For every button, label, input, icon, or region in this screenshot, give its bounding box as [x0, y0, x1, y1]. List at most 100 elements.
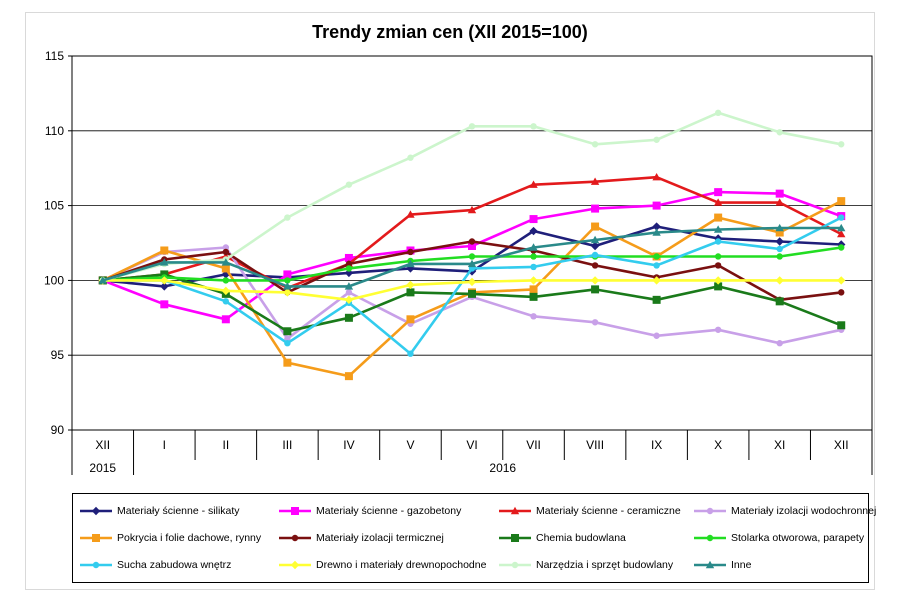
data-point [344, 253, 353, 262]
data-point [714, 282, 723, 291]
x-tick-label: IV [343, 438, 354, 452]
data-point [837, 321, 846, 330]
legend-swatch [279, 560, 311, 570]
legend-swatch [499, 561, 531, 569]
data-point [221, 315, 230, 324]
data-point [529, 285, 538, 294]
data-point [530, 253, 537, 260]
data-point [222, 298, 230, 305]
data-point [345, 289, 353, 296]
data-point [591, 204, 600, 213]
data-point [590, 241, 600, 251]
data-point [713, 225, 723, 233]
data-point [222, 244, 230, 251]
data-point [530, 313, 537, 320]
legend-swatch [80, 534, 112, 542]
legend-label: Materiały izolacji termicznej [316, 532, 444, 544]
legend-swatch [279, 534, 311, 542]
data-point [714, 253, 722, 260]
data-point [345, 265, 353, 272]
data-point [98, 276, 107, 284]
data-point [590, 177, 600, 185]
data-point [653, 262, 660, 269]
data-point [406, 315, 415, 324]
legend-item: Chemia budowlana [498, 531, 626, 545]
data-point [653, 253, 660, 260]
legend-label: Chemia budowlana [536, 532, 626, 544]
data-point [160, 282, 169, 291]
data-point [714, 326, 722, 333]
legend-item: Pokrycia i folie dachowe, rynny [79, 531, 261, 545]
data-point [530, 263, 537, 271]
data-point [590, 276, 600, 285]
data-point [838, 244, 845, 251]
data-point [775, 189, 784, 198]
data-point [652, 276, 661, 285]
legend-label: Drewno i materiały drewnopochodne [316, 559, 487, 571]
data-point [407, 154, 414, 161]
data-point [344, 372, 353, 381]
data-point [775, 276, 784, 285]
data-point [406, 288, 415, 297]
y-tick-label: 115 [45, 49, 64, 63]
data-point [706, 507, 714, 515]
legend-item: Materiały ścienne - gazobetony [278, 504, 461, 518]
data-point [283, 358, 292, 367]
legend-label: Inne [731, 559, 752, 571]
data-point [291, 507, 299, 515]
chart-title: Trendy zmian cen (XII 2015=100) [312, 22, 588, 42]
legend-label: Materiały ścienne - silikaty [117, 505, 240, 517]
x-tick-label: V [406, 438, 414, 452]
data-point [529, 180, 538, 188]
data-point [706, 534, 714, 542]
data-point [221, 286, 231, 296]
data-point [345, 260, 353, 268]
legend-swatch [279, 507, 311, 515]
data-point [283, 270, 292, 279]
data-point [591, 141, 599, 148]
legend-label: Materiały ścienne - ceramiczne [536, 505, 681, 517]
legend-item: Materiały izolacji wodochronnej [693, 504, 876, 518]
data-point [776, 340, 783, 347]
data-point [838, 214, 845, 221]
legend-label: Narzędzia i sprzęt budowlany [536, 559, 674, 571]
data-point [775, 223, 784, 232]
series-lines [98, 109, 846, 381]
legend-swatch [80, 506, 112, 516]
data-point [221, 258, 231, 266]
data-point [838, 141, 845, 148]
data-point [837, 276, 846, 285]
x-tick-label: II [223, 438, 230, 452]
data-point [775, 198, 784, 206]
data-point [837, 229, 846, 238]
legend-item: Drewno i materiały drewnopochodne [278, 558, 486, 572]
data-point [838, 289, 845, 296]
data-point [468, 123, 476, 130]
data-point [591, 222, 600, 231]
legend-item: Inne [693, 558, 751, 572]
legend-label: Stolarka otworowa, parapety [731, 532, 865, 544]
data-point [468, 238, 476, 245]
data-point [591, 251, 599, 259]
x-tick-label: XI [774, 438, 785, 452]
x-tick-label: VIII [586, 438, 604, 452]
data-point [344, 313, 353, 322]
data-point [530, 123, 537, 130]
data-point [407, 248, 414, 256]
data-point [510, 506, 520, 515]
plot-area [71, 55, 873, 431]
x-year-label: 2016 [489, 461, 516, 475]
data-point [344, 295, 354, 305]
data-point [284, 335, 291, 342]
data-point [713, 276, 723, 285]
x-tick-label: XII [834, 438, 849, 452]
data-point [776, 245, 783, 253]
data-point [344, 282, 354, 290]
legend-item: Materiały izolacji termicznej [278, 531, 444, 545]
data-point [467, 205, 477, 214]
series [98, 276, 846, 305]
data-point [713, 198, 723, 206]
data-point [407, 350, 414, 357]
data-point [160, 276, 169, 285]
